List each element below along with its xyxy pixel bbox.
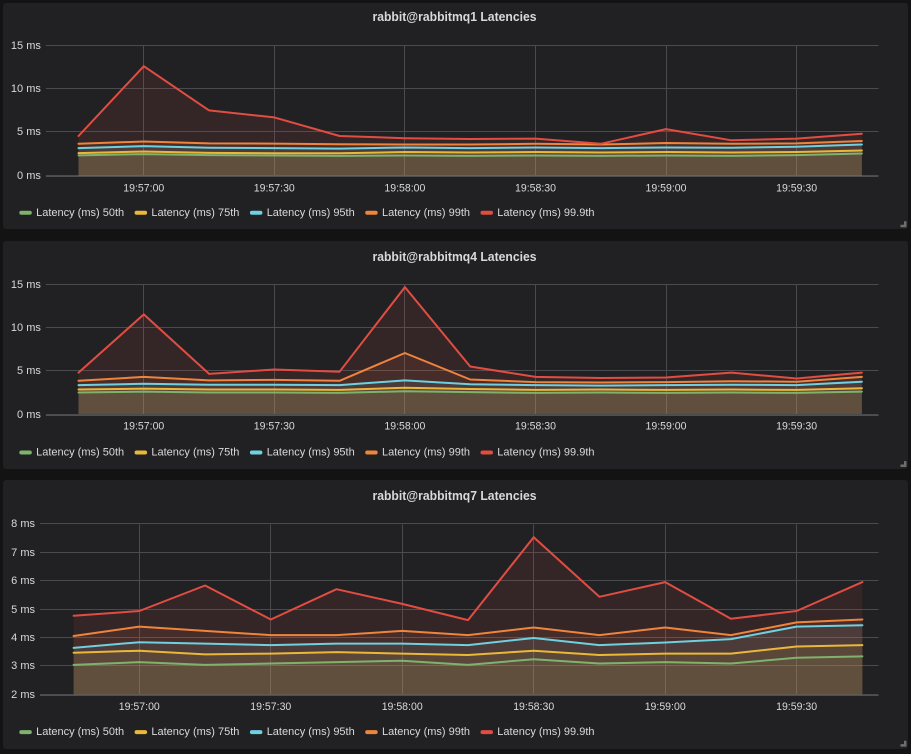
svg-text:5 ms: 5 ms <box>17 365 41 377</box>
svg-text:19:57:00: 19:57:00 <box>123 182 164 194</box>
svg-text:4 ms: 4 ms <box>11 632 35 644</box>
svg-text:Latency (ms) 99.9th: Latency (ms) 99.9th <box>497 446 594 458</box>
svg-text:19:59:00: 19:59:00 <box>645 182 686 194</box>
svg-text:19:57:00: 19:57:00 <box>123 420 164 432</box>
svg-text:19:59:30: 19:59:30 <box>776 420 817 432</box>
svg-text:19:59:00: 19:59:00 <box>644 701 685 713</box>
svg-text:19:57:30: 19:57:30 <box>253 420 294 432</box>
svg-text:Latency (ms) 75th: Latency (ms) 75th <box>151 206 239 218</box>
svg-text:6 ms: 6 ms <box>11 575 35 587</box>
svg-text:19:58:30: 19:58:30 <box>515 420 556 432</box>
svg-text:19:59:30: 19:59:30 <box>776 182 817 194</box>
svg-text:5 ms: 5 ms <box>17 126 41 138</box>
svg-text:19:57:30: 19:57:30 <box>250 701 291 713</box>
svg-text:Latency (ms) 75th: Latency (ms) 75th <box>151 726 239 738</box>
svg-text:Latency (ms) 50th: Latency (ms) 50th <box>36 726 124 738</box>
svg-text:rabbit@rabbitmq1 Latencies: rabbit@rabbitmq1 Latencies <box>372 8 536 23</box>
svg-text:Latency (ms) 95th: Latency (ms) 95th <box>266 446 354 458</box>
svg-text:5 ms: 5 ms <box>11 604 35 616</box>
svg-text:10 ms: 10 ms <box>10 83 40 95</box>
svg-text:19:58:30: 19:58:30 <box>515 182 556 194</box>
svg-text:7 ms: 7 ms <box>11 547 35 559</box>
svg-text:19:57:00: 19:57:00 <box>118 701 159 713</box>
svg-text:10 ms: 10 ms <box>10 322 40 334</box>
svg-text:0 ms: 0 ms <box>17 409 41 421</box>
svg-text:rabbit@rabbitmq4 Latencies: rabbit@rabbitmq4 Latencies <box>372 248 536 263</box>
svg-text:15 ms: 15 ms <box>10 40 40 52</box>
svg-text:Latency (ms) 99th: Latency (ms) 99th <box>382 446 470 458</box>
svg-text:19:59:30: 19:59:30 <box>776 701 817 713</box>
svg-text:Latency (ms) 75th: Latency (ms) 75th <box>151 446 239 458</box>
svg-text:Latency (ms) 50th: Latency (ms) 50th <box>36 206 124 218</box>
svg-text:Latency (ms) 99th: Latency (ms) 99th <box>382 726 470 738</box>
svg-text:Latency (ms) 99th: Latency (ms) 99th <box>382 206 470 218</box>
svg-text:Latency (ms) 95th: Latency (ms) 95th <box>266 206 354 218</box>
svg-text:0 ms: 0 ms <box>17 170 41 182</box>
svg-text:Latency (ms) 95th: Latency (ms) 95th <box>266 726 354 738</box>
svg-text:2 ms: 2 ms <box>11 689 35 701</box>
svg-text:8 ms: 8 ms <box>11 518 35 530</box>
svg-text:19:59:00: 19:59:00 <box>645 420 686 432</box>
svg-text:15 ms: 15 ms <box>10 279 40 291</box>
svg-text:19:58:00: 19:58:00 <box>384 420 425 432</box>
svg-text:19:58:00: 19:58:00 <box>381 701 422 713</box>
svg-text:3 ms: 3 ms <box>11 660 35 672</box>
svg-text:Latency (ms) 50th: Latency (ms) 50th <box>36 446 124 458</box>
svg-text:19:57:30: 19:57:30 <box>253 182 294 194</box>
svg-text:19:58:00: 19:58:00 <box>384 182 425 194</box>
svg-text:Latency (ms) 99.9th: Latency (ms) 99.9th <box>497 206 594 218</box>
svg-text:rabbit@rabbitmq7 Latencies: rabbit@rabbitmq7 Latencies <box>372 488 536 503</box>
svg-text:19:58:30: 19:58:30 <box>513 701 554 713</box>
svg-text:Latency (ms) 99.9th: Latency (ms) 99.9th <box>497 726 594 738</box>
